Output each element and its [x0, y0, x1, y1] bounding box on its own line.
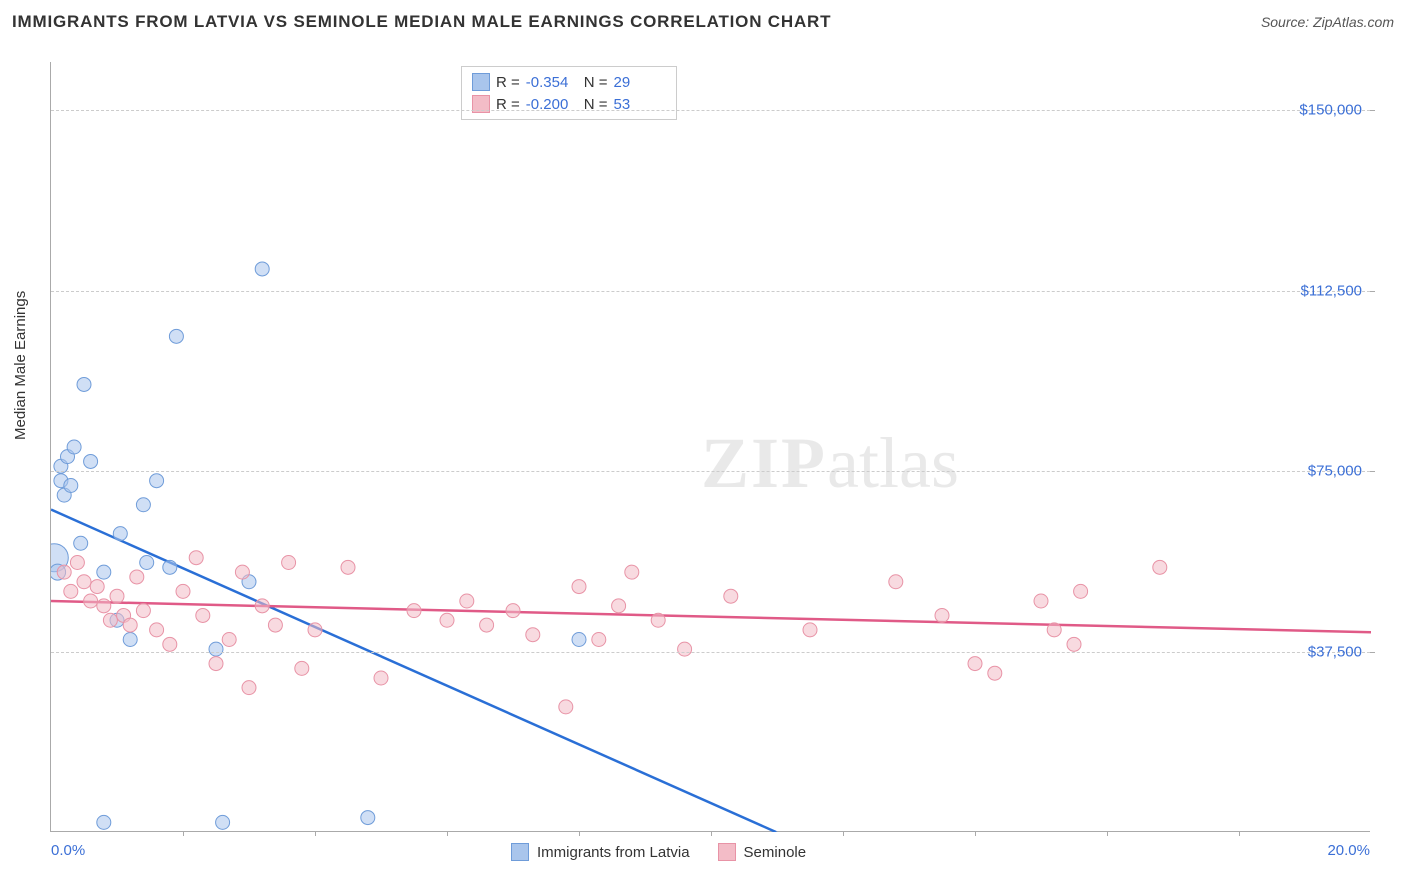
y-tick — [1370, 291, 1375, 292]
swatch-seminole — [718, 843, 736, 861]
plot-area: ZIPatlas R = -0.354 N = 29 R = -0.200 N … — [50, 62, 1370, 832]
x-tick — [1239, 831, 1240, 836]
x-tick — [447, 831, 448, 836]
y-tick-label: $75,000 — [1308, 463, 1362, 480]
r-label: R = — [496, 74, 520, 91]
y-tick — [1370, 471, 1375, 472]
source-name: ZipAtlas.com — [1313, 14, 1394, 30]
x-tick — [1107, 831, 1108, 836]
r-value-latvia: -0.354 — [526, 74, 578, 91]
x-tick-label: 20.0% — [1327, 842, 1370, 859]
y-tick — [1370, 110, 1375, 111]
gridline — [51, 652, 1370, 653]
gridline — [51, 471, 1370, 472]
legend-row-seminole: R = -0.200 N = 53 — [472, 93, 666, 115]
y-axis-label: Median Male Earnings — [12, 291, 29, 440]
x-tick — [183, 831, 184, 836]
x-tick — [843, 831, 844, 836]
chart-header: IMMIGRANTS FROM LATVIA VS SEMINOLE MEDIA… — [12, 12, 1394, 32]
gridline — [51, 291, 1370, 292]
correlation-legend: R = -0.354 N = 29 R = -0.200 N = 53 — [461, 66, 677, 120]
x-tick — [711, 831, 712, 836]
chart-title: IMMIGRANTS FROM LATVIA VS SEMINOLE MEDIA… — [12, 12, 831, 32]
n-value-latvia: 29 — [614, 74, 666, 91]
y-tick-label: $37,500 — [1308, 643, 1362, 660]
x-tick — [315, 831, 316, 836]
x-tick-label: 0.0% — [51, 842, 85, 859]
series-legend: Immigrants from Latvia Seminole — [511, 843, 806, 861]
legend-item-seminole: Seminole — [718, 843, 807, 861]
x-tick — [975, 831, 976, 836]
gridline — [51, 110, 1370, 111]
swatch-latvia — [511, 843, 529, 861]
y-tick-label: $150,000 — [1299, 102, 1362, 119]
series-name-seminole: Seminole — [744, 844, 807, 861]
source-prefix: Source: — [1261, 14, 1313, 30]
y-tick-label: $112,500 — [1301, 282, 1362, 299]
swatch-latvia — [472, 73, 490, 91]
series-name-latvia: Immigrants from Latvia — [537, 844, 690, 861]
legend-item-latvia: Immigrants from Latvia — [511, 843, 690, 861]
chart-source: Source: ZipAtlas.com — [1261, 14, 1394, 30]
chart-svg — [51, 62, 1371, 832]
y-tick — [1370, 652, 1375, 653]
n-label: N = — [584, 74, 608, 91]
x-tick — [579, 831, 580, 836]
legend-row-latvia: R = -0.354 N = 29 — [472, 71, 666, 93]
